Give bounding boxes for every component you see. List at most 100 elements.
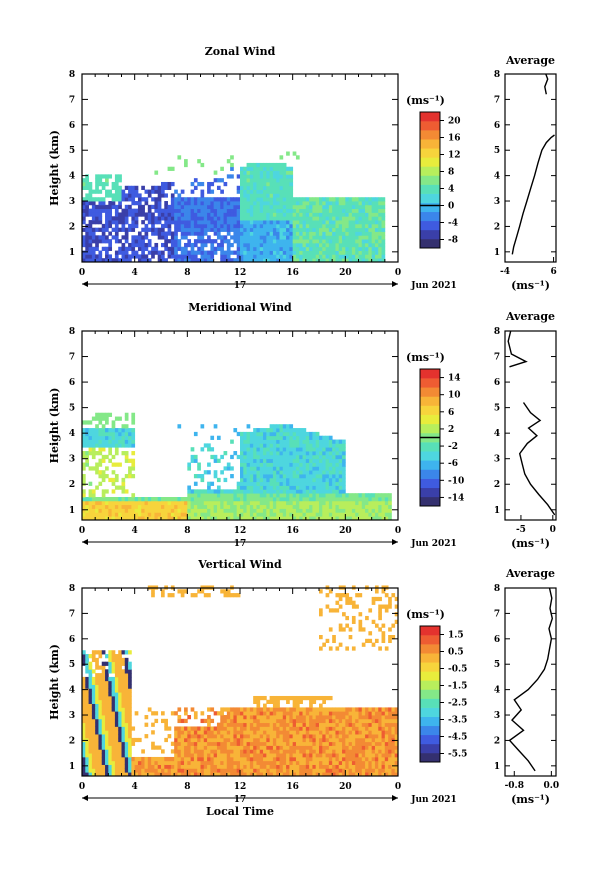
heatmap-cell [88, 466, 93, 471]
heatmap-cell [299, 223, 303, 229]
heatmap-cell [299, 481, 303, 486]
heatmap-cell [101, 768, 106, 773]
heatmap-cell [240, 166, 244, 171]
heatmap-cell [161, 512, 165, 517]
heatmap-cell [128, 212, 132, 217]
heatmap-cell [263, 178, 267, 183]
heatmap-cell [190, 745, 195, 750]
heatmap-cell [269, 500, 274, 506]
heatmap-cell [335, 454, 340, 460]
heatmap-cell [200, 201, 205, 206]
heatmap-cell [351, 246, 356, 251]
heatmap-cell [279, 741, 284, 746]
heatmap-cell [82, 466, 86, 471]
heatmap-cell [223, 516, 228, 521]
heatmap-cell [240, 454, 244, 460]
heatmap-cell [184, 242, 188, 248]
heatmap-cell [193, 504, 198, 509]
heatmap-cell [332, 223, 336, 229]
heatmap-cell [161, 711, 165, 716]
heatmap-cell [128, 718, 132, 724]
heatmap-cell [263, 726, 267, 731]
heatmap-cell [374, 212, 379, 217]
heatmap-cell [236, 231, 241, 236]
heatmap-cell [184, 764, 188, 769]
heatmap-cell [131, 458, 136, 463]
heatmap-cell [368, 216, 373, 221]
heatmap-cell [190, 707, 195, 712]
heatmap-cell [187, 741, 192, 746]
heatmap-cell [243, 489, 247, 494]
heatmap-cell [259, 189, 264, 194]
heatmap-cell [114, 178, 119, 183]
heatmap-cell [114, 508, 119, 513]
heatmap-cell [91, 760, 96, 765]
heatmap-cell [249, 250, 254, 255]
heatmap-cell [193, 768, 198, 773]
heatmap-cell [276, 462, 280, 467]
heatmap-cell [114, 688, 119, 693]
heatmap-cell [207, 760, 211, 765]
heatmap-cell [207, 749, 211, 754]
heatmap-cell [151, 764, 155, 769]
heatmap-cell [289, 711, 294, 716]
heatmap-cell [243, 235, 247, 240]
heatmap-cell [193, 737, 198, 743]
heatmap-cell [322, 250, 326, 255]
heatmap-cell [128, 497, 132, 502]
heatmap-cell [332, 753, 336, 758]
heatmap-cell [184, 707, 188, 712]
heatmap-cell [246, 726, 251, 731]
heatmap-cell [128, 699, 132, 704]
heatmap-cell [338, 454, 343, 460]
heatmap-cell [124, 512, 129, 517]
heatmap-cell [111, 654, 116, 659]
heatmap-cell [157, 760, 162, 765]
heatmap-cell [345, 235, 350, 240]
heatmap-cell [240, 745, 244, 750]
heatmap-cell [170, 500, 175, 506]
heatmap-cell [305, 254, 310, 259]
heatmap-cell [161, 185, 165, 190]
heatmap-cell [282, 749, 287, 754]
heatmap-cell [338, 500, 343, 506]
heatmap-cell [111, 258, 116, 263]
heatmap-cell [118, 246, 122, 251]
heatmap-cell [170, 246, 175, 251]
heatmap-cell [302, 768, 307, 773]
heatmap-cell [118, 216, 122, 221]
heatmap-cell [134, 189, 139, 194]
heatmap-cell [151, 593, 155, 598]
heatmap-cell [154, 512, 159, 517]
heatmap-cell [299, 485, 303, 490]
heatmap-cell [289, 174, 294, 179]
heatmap-cell [157, 516, 162, 521]
heatmap-cell [236, 722, 241, 727]
heatmap-cell [328, 730, 333, 735]
heatmap-cell [187, 466, 192, 471]
heatmap-cell [236, 485, 241, 490]
heatmap-cell [243, 435, 247, 440]
heatmap-cell [233, 508, 238, 513]
heatmap-cell [292, 493, 297, 498]
heatmap-cell [236, 489, 241, 494]
heatmap-cell [302, 741, 307, 746]
heatmap-cell [358, 216, 363, 221]
heatmap-cell [305, 715, 310, 720]
x-tick-label: 0 [79, 268, 85, 278]
heatmap-cell [345, 726, 350, 731]
heatmap-cell [151, 508, 155, 513]
heatmap-cell [157, 208, 162, 213]
heatmap-cell [315, 212, 320, 217]
heatmap-cell [128, 688, 132, 693]
heatmap-cell [292, 730, 297, 735]
heatmap-cell [342, 216, 346, 221]
heatmap-cell [243, 223, 247, 229]
heatmap-cell [279, 242, 284, 248]
heatmap-cell [243, 204, 247, 210]
heatmap-cell [249, 162, 254, 168]
heatmap-cell [240, 250, 244, 255]
heatmap-cell [272, 462, 277, 467]
heatmap-cell [279, 745, 284, 750]
heatmap-cell [184, 162, 188, 168]
